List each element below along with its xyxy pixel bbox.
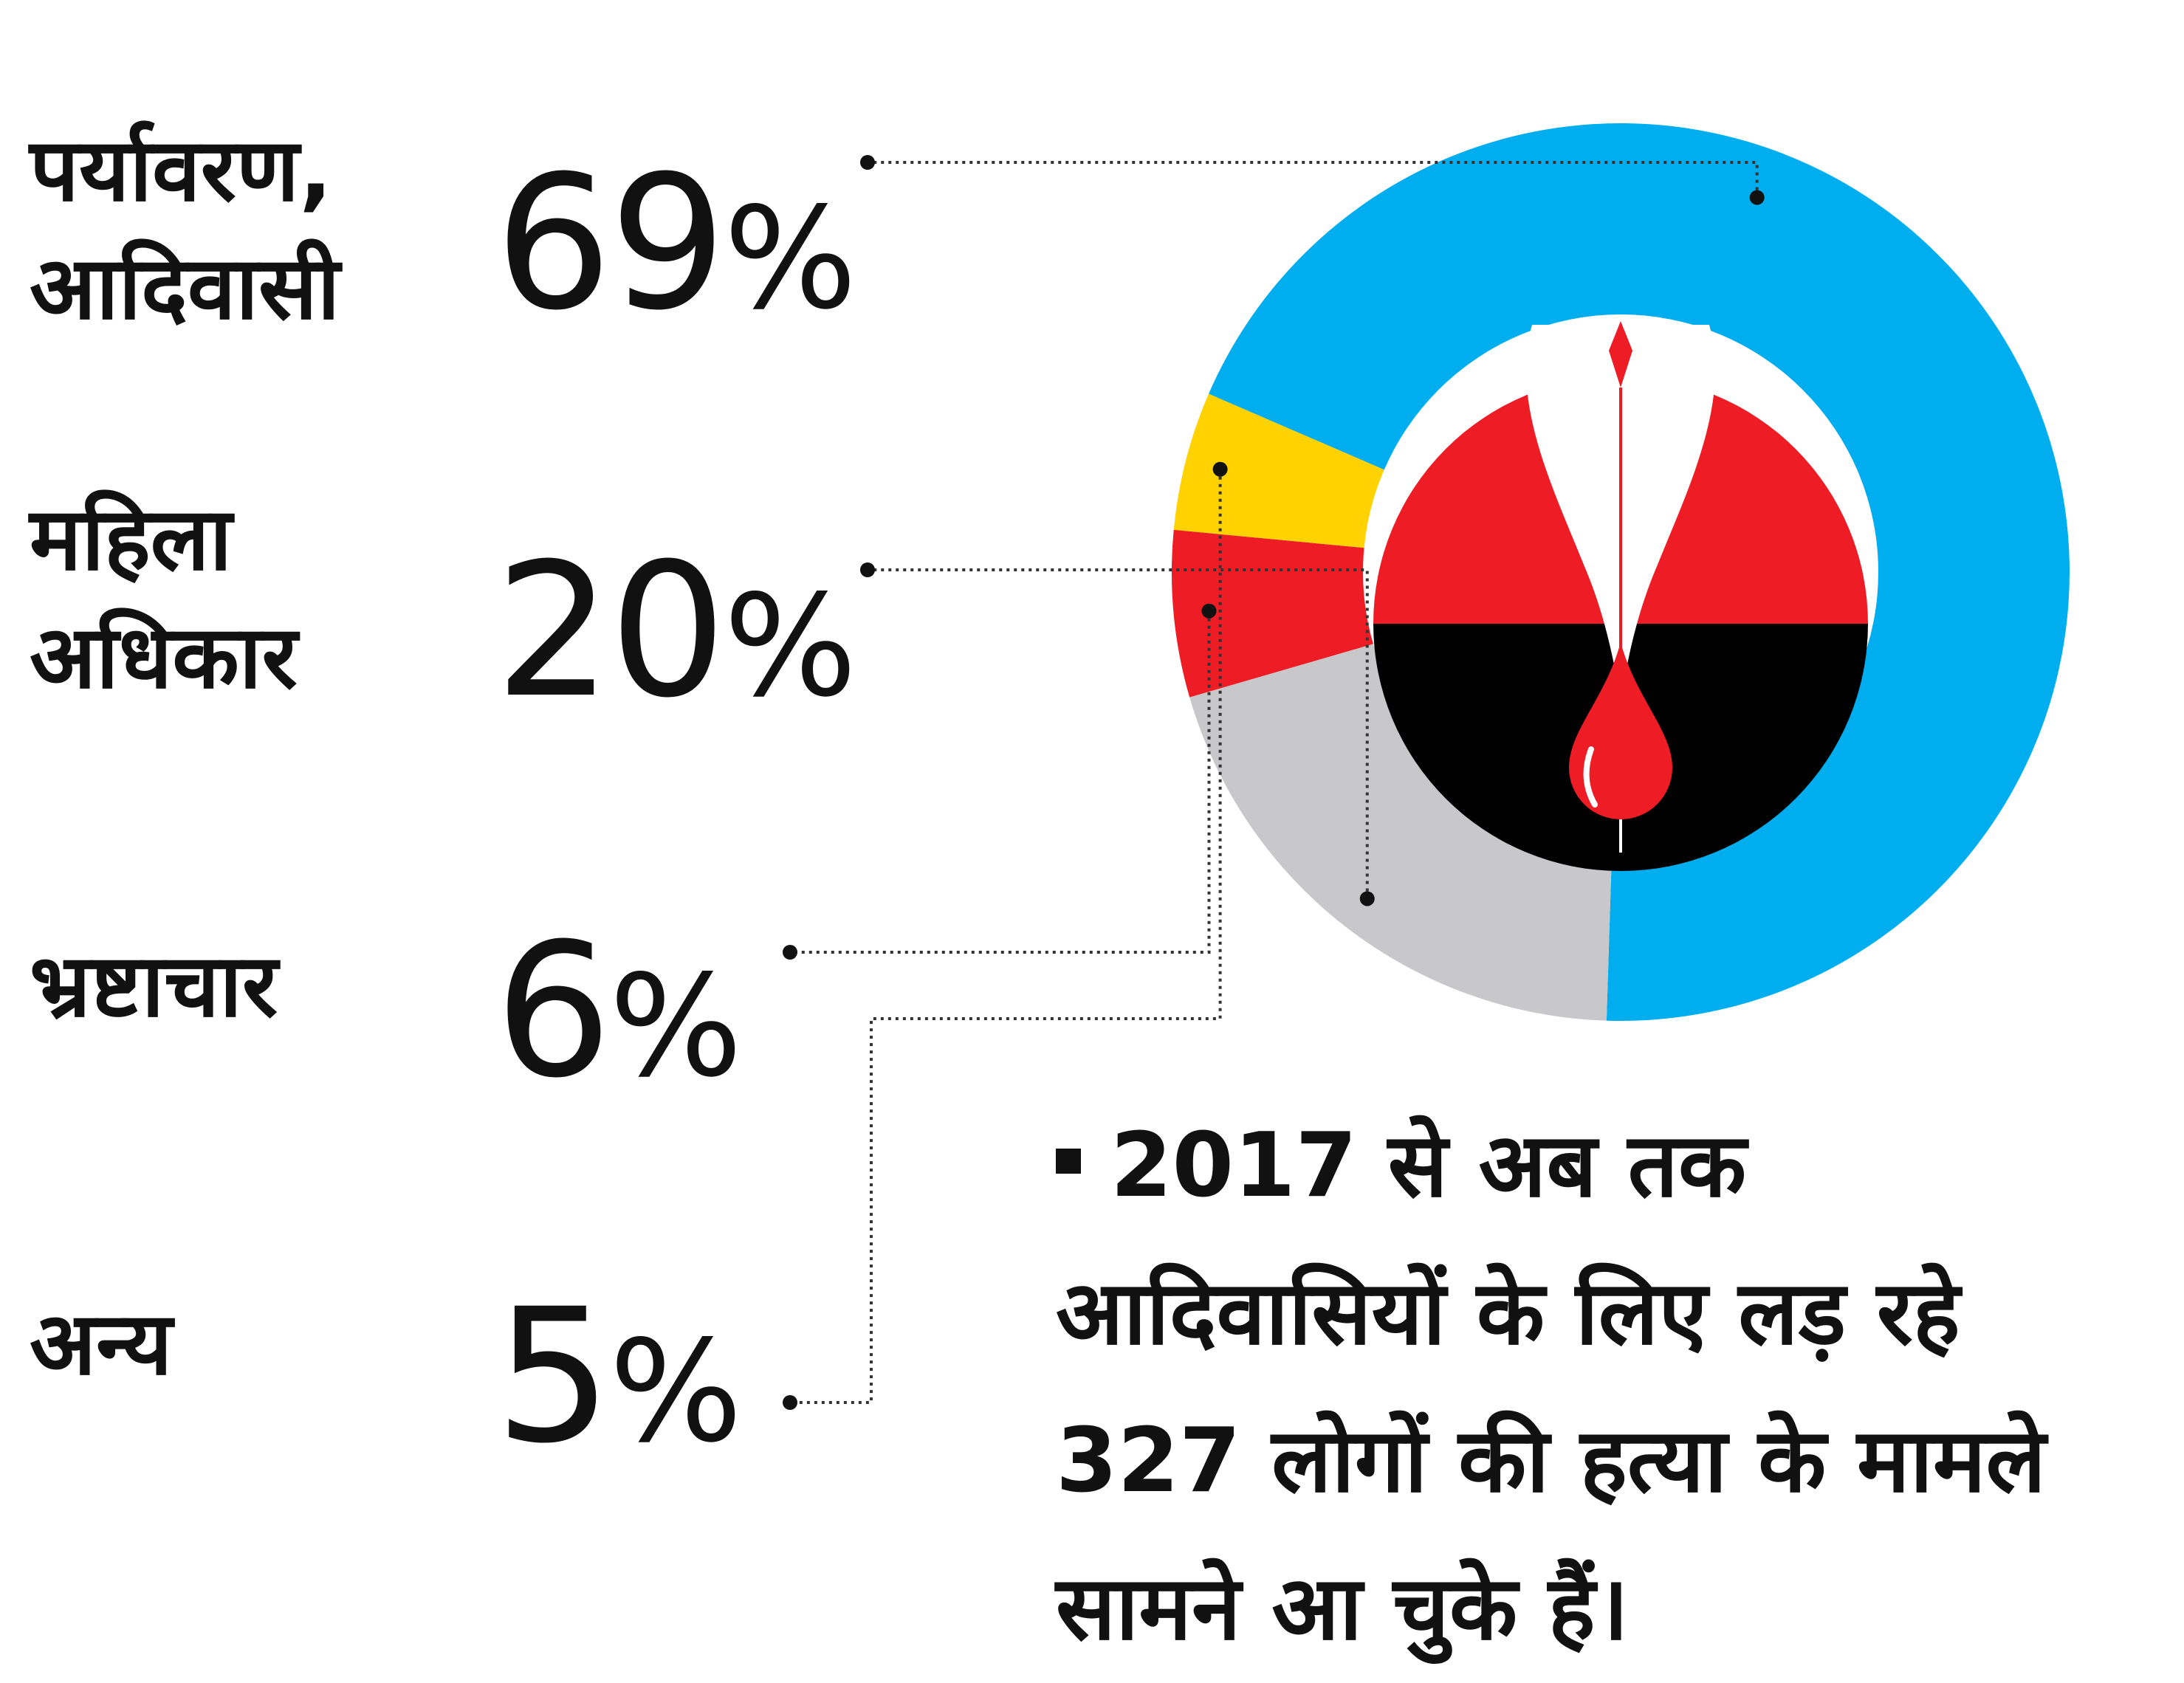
chart-svg xyxy=(783,123,2070,1410)
category-label: पर्यावरण, आदिवासी xyxy=(30,119,340,339)
slice-marker xyxy=(1201,603,1217,619)
category-label: भ्रष्टाचार xyxy=(30,935,278,1036)
value-label: 6% xyxy=(495,919,743,1119)
chart-note: 2017 से अब तक आदिवासियों के लिए लड़ रहे … xyxy=(1056,1092,2163,1683)
value-unit: % xyxy=(609,945,743,1108)
value-number: 20 xyxy=(495,523,727,738)
value-unit: % xyxy=(609,1310,743,1473)
leader-end-dot xyxy=(860,155,875,170)
leader-line xyxy=(790,610,1211,954)
value-label: 5% xyxy=(495,1284,743,1484)
value-number: 5 xyxy=(495,1269,612,1484)
category-label: महिला अधिकार xyxy=(30,488,298,708)
pie-slice-2 xyxy=(1172,529,1380,698)
value-unit: % xyxy=(724,565,857,728)
leader-end-dot xyxy=(860,562,875,577)
value-label: 20% xyxy=(495,539,857,739)
donut-chart: पर्यावरण, आदिवासी 69% महिला अधिकार 20% भ्रष्… xyxy=(30,119,2070,1660)
nib-hole-icon xyxy=(1609,321,1632,388)
leader-line xyxy=(790,469,1222,1404)
slice-marker xyxy=(1359,891,1375,906)
pie-slice-0 xyxy=(1209,123,2070,1021)
value-label: 69% xyxy=(495,151,857,351)
pie-slice-1 xyxy=(1189,641,1613,1021)
leader-end-dot xyxy=(783,945,797,960)
category-label: अन्य xyxy=(30,1293,173,1394)
bullet-icon xyxy=(1056,1149,1081,1174)
pie-slice-3 xyxy=(1173,393,1390,549)
blood-drop-icon xyxy=(1569,642,1672,819)
slice-marker xyxy=(1749,190,1765,205)
leader-line xyxy=(868,161,1759,198)
slice-marker xyxy=(1212,461,1228,477)
value-unit: % xyxy=(724,177,857,340)
note-text: 2017 से अब तक आदिवासियों के लिए लड़ रहे … xyxy=(1056,1115,2047,1660)
leader-end-dot xyxy=(783,1395,797,1410)
drop-highlight xyxy=(1583,746,1598,808)
value-number: 6 xyxy=(495,904,612,1118)
value-number: 69 xyxy=(495,136,727,351)
